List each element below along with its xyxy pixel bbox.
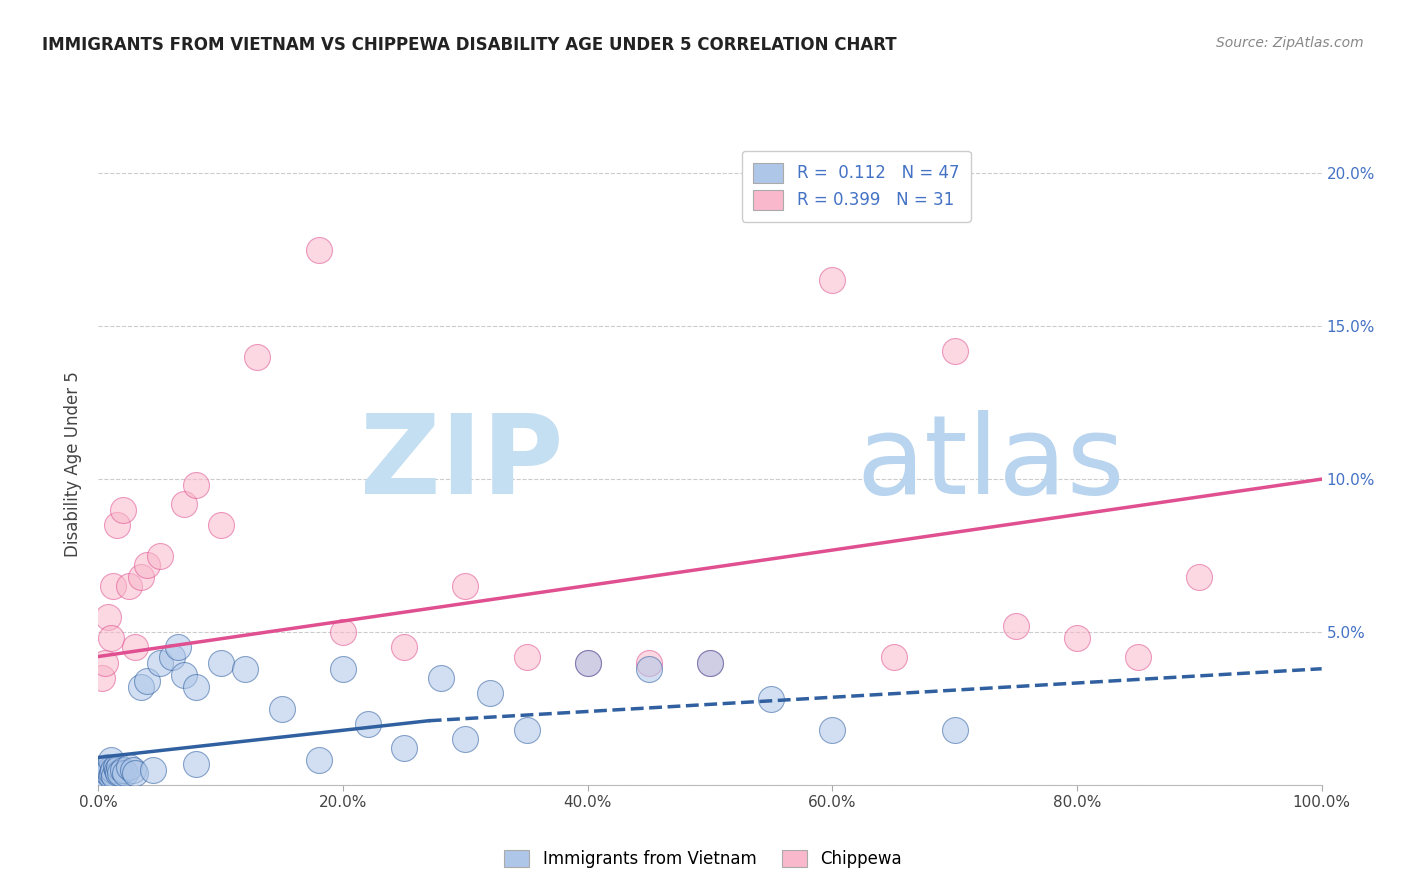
Point xyxy=(699,656,721,670)
Point xyxy=(129,570,152,584)
Point xyxy=(91,765,114,780)
Point xyxy=(1128,649,1150,664)
Point xyxy=(100,631,122,645)
Point xyxy=(114,765,136,780)
Point xyxy=(160,649,183,664)
Point xyxy=(111,502,134,516)
Point xyxy=(101,765,124,780)
Point xyxy=(149,549,172,563)
Point xyxy=(101,763,124,777)
Point xyxy=(478,686,501,700)
Point xyxy=(93,763,115,777)
Point xyxy=(186,680,208,694)
Point xyxy=(516,649,538,664)
Point xyxy=(173,668,195,682)
Point xyxy=(576,656,599,670)
Point xyxy=(186,756,208,771)
Point xyxy=(209,656,232,670)
Point xyxy=(100,769,122,783)
Point xyxy=(105,518,128,533)
Point xyxy=(173,497,195,511)
Point xyxy=(104,759,127,773)
Legend: R =  0.112   N = 47, R = 0.399   N = 31: R = 0.112 N = 47, R = 0.399 N = 31 xyxy=(741,151,970,222)
Point xyxy=(110,765,132,780)
Point xyxy=(94,769,117,783)
Point xyxy=(699,656,721,670)
Legend: Immigrants from Vietnam, Chippewa: Immigrants from Vietnam, Chippewa xyxy=(498,843,908,875)
Point xyxy=(103,769,125,783)
Point xyxy=(142,763,165,777)
Point xyxy=(761,692,783,706)
Point xyxy=(246,350,269,364)
Point xyxy=(149,656,172,670)
Point xyxy=(356,716,378,731)
Point xyxy=(101,579,124,593)
Point xyxy=(943,723,966,737)
Point xyxy=(332,625,354,640)
Point xyxy=(270,701,294,715)
Point xyxy=(308,754,330,768)
Point xyxy=(124,640,146,655)
Point xyxy=(638,656,661,670)
Y-axis label: Disability Age Under 5: Disability Age Under 5 xyxy=(65,371,83,557)
Point xyxy=(821,723,844,737)
Point xyxy=(124,765,146,780)
Point xyxy=(96,759,118,773)
Point xyxy=(308,243,330,257)
Point xyxy=(136,673,159,688)
Point xyxy=(1188,570,1211,584)
Point xyxy=(167,640,190,655)
Point xyxy=(107,765,129,780)
Point xyxy=(98,763,121,777)
Text: IMMIGRANTS FROM VIETNAM VS CHIPPEWA DISABILITY AGE UNDER 5 CORRELATION CHART: IMMIGRANTS FROM VIETNAM VS CHIPPEWA DISA… xyxy=(42,36,897,54)
Point xyxy=(108,759,131,773)
Point xyxy=(97,609,120,624)
Point xyxy=(943,343,966,358)
Point xyxy=(516,723,538,737)
Point xyxy=(136,558,159,572)
Point xyxy=(100,754,122,768)
Point xyxy=(332,662,354,676)
Text: Source: ZipAtlas.com: Source: ZipAtlas.com xyxy=(1216,36,1364,50)
Point xyxy=(111,763,134,777)
Point xyxy=(186,478,208,492)
Point xyxy=(821,273,844,287)
Point xyxy=(121,763,143,777)
Point xyxy=(209,518,232,533)
Point xyxy=(430,671,453,685)
Text: ZIP: ZIP xyxy=(360,410,564,517)
Point xyxy=(1004,619,1026,633)
Point xyxy=(1066,631,1088,645)
Point xyxy=(454,732,477,747)
Point xyxy=(105,763,128,777)
Point xyxy=(392,640,416,655)
Point xyxy=(93,656,115,670)
Point xyxy=(233,662,256,676)
Point xyxy=(576,656,599,670)
Text: atlas: atlas xyxy=(856,410,1125,517)
Point xyxy=(91,671,114,685)
Point xyxy=(97,765,120,780)
Point xyxy=(454,579,477,593)
Point xyxy=(392,741,416,756)
Point xyxy=(638,662,661,676)
Point xyxy=(118,579,141,593)
Point xyxy=(883,649,905,664)
Point xyxy=(129,680,152,694)
Point xyxy=(118,759,141,773)
